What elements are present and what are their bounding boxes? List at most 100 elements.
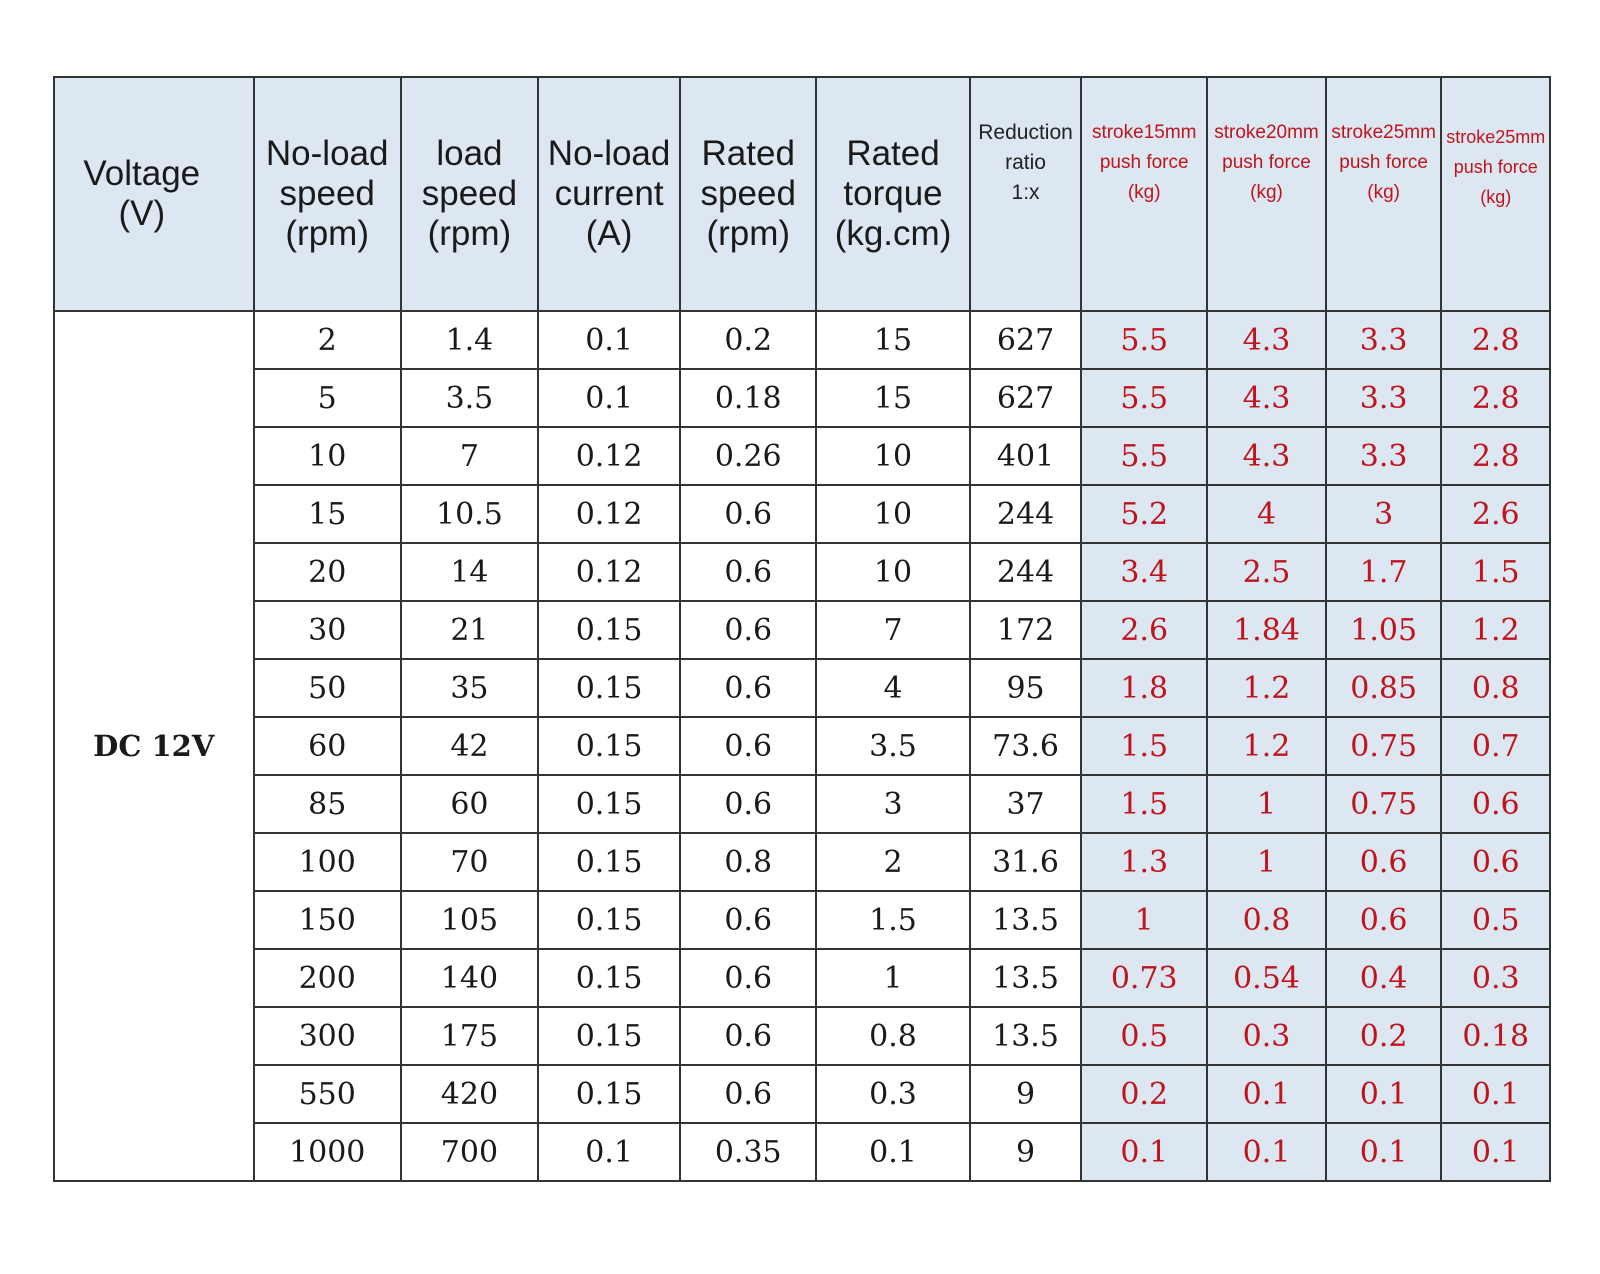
table-cell: 1 — [815, 948, 971, 1008]
push-force-cell: 0.7 — [1440, 716, 1551, 776]
table-cell: 100 — [252, 832, 402, 892]
table-row: 30 21 0.15 0.6 7 172 2.6 1.84 1.05 1.2 — [54, 600, 1551, 660]
push-force-cell: 1.2 — [1440, 600, 1551, 660]
table-cell: 627 — [968, 368, 1083, 428]
push-force-cell: 5.5 — [1080, 368, 1209, 428]
table-cell: 13.5 — [968, 890, 1083, 950]
table-cell: 1.5 — [815, 890, 971, 950]
push-force-cell: 2.5 — [1206, 542, 1327, 602]
table-cell: 20 — [252, 542, 402, 602]
table-cell: 700 — [399, 1122, 539, 1182]
table-row: 20 14 0.12 0.6 10 244 3.4 2.5 1.7 1.5 — [54, 542, 1551, 602]
table-cell: 0.8 — [679, 832, 818, 892]
header-stroke25-force-2: stroke25mm push force (kg) — [1440, 76, 1551, 312]
push-force-cell: 0.6 — [1324, 890, 1443, 950]
table-row: 550 420 0.15 0.6 0.3 9 0.2 0.1 0.1 0.1 — [54, 1064, 1551, 1124]
table-cell: 0.15 — [536, 1006, 682, 1066]
table-cell: 0.12 — [536, 484, 682, 544]
push-force-cell: 0.3 — [1440, 948, 1551, 1008]
push-force-cell: 3.3 — [1324, 368, 1443, 428]
table-body: DC 12V 2 1.4 0.1 0.2 15 627 5.5 4.3 3.3 2.8 5 3.5 0.1… — [53, 310, 1551, 1182]
table-cell: 31.6 — [968, 832, 1083, 892]
table-cell: 0.6 — [679, 1064, 818, 1124]
push-force-cell: 2.6 — [1440, 484, 1551, 544]
table-cell: 2 — [252, 310, 402, 370]
table-cell: 175 — [399, 1006, 539, 1066]
header-stroke25-force: stroke25mm push force (kg) — [1324, 76, 1443, 312]
push-force-cell: 2.8 — [1440, 368, 1551, 428]
push-force-cell: 3.3 — [1324, 426, 1443, 486]
table-cell: 7 — [399, 426, 539, 486]
table-cell: 300 — [252, 1006, 402, 1066]
table-cell: 420 — [399, 1064, 539, 1124]
push-force-cell: 2.8 — [1440, 310, 1551, 370]
table-cell: 0.15 — [536, 600, 682, 660]
header-line: No-load — [547, 134, 671, 173]
header-line: speed — [421, 174, 518, 213]
push-force-cell: 0.4 — [1324, 948, 1443, 1008]
table-cell: 10 — [252, 426, 402, 486]
table-cell: 5 — [252, 368, 402, 428]
table-cell: 21 — [399, 600, 539, 660]
header-voltage: Voltage (V) — [53, 76, 255, 312]
push-force-cell: 3 — [1324, 484, 1443, 544]
table-cell: 200 — [252, 948, 402, 1008]
header-line: Reduction — [978, 121, 1073, 144]
header-line: (kg) — [1367, 182, 1401, 203]
table-cell: 70 — [399, 832, 539, 892]
push-force-cell: 0.1 — [1324, 1122, 1443, 1182]
table-cell: 244 — [968, 542, 1083, 602]
header-reduction-ratio: Reduction ratio 1:x — [968, 76, 1083, 312]
header-line: (kg) — [1127, 182, 1161, 203]
push-force-cell: 0.1 — [1206, 1064, 1327, 1124]
table-cell: 37 — [968, 774, 1083, 834]
push-force-cell: 2.6 — [1080, 600, 1209, 660]
table-cell: 401 — [968, 426, 1083, 486]
table-cell: 13.5 — [968, 948, 1083, 1008]
table-cell: 3.5 — [815, 716, 971, 776]
table-cell: 0.12 — [536, 542, 682, 602]
header-line: (kg.cm) — [834, 214, 952, 253]
push-force-cell: 1.5 — [1080, 716, 1209, 776]
push-force-cell: 0.8 — [1440, 658, 1551, 718]
table-cell: 3 — [815, 774, 971, 834]
push-force-cell: 2.8 — [1440, 426, 1551, 486]
push-force-cell: 0.6 — [1440, 774, 1551, 834]
push-force-cell: 1.2 — [1206, 658, 1327, 718]
push-force-cell: 0.1 — [1324, 1064, 1443, 1124]
header-line: push force — [1099, 152, 1189, 173]
push-force-cell: 5.2 — [1080, 484, 1209, 544]
table-cell: 0.6 — [679, 542, 818, 602]
table-cell: 10.5 — [399, 484, 539, 544]
header-row: Voltage (V) No-load speed (rpm) load spe… — [53, 76, 1551, 312]
header-stroke15-force: stroke15mm push force (kg) — [1080, 76, 1209, 312]
push-force-cell: 0.85 — [1324, 658, 1443, 718]
push-force-cell: 0.18 — [1440, 1006, 1551, 1066]
push-force-cell: 4.3 — [1206, 310, 1327, 370]
push-force-cell: 0.75 — [1324, 774, 1443, 834]
push-force-cell: 1.8 — [1080, 658, 1209, 718]
header-line: Rated — [701, 134, 795, 173]
table-cell: 140 — [399, 948, 539, 1008]
table-cell: 60 — [252, 716, 402, 776]
push-force-cell: 0.5 — [1080, 1006, 1209, 1066]
motor-spec-table: Voltage (V) No-load speed (rpm) load spe… — [53, 76, 1551, 1182]
header-noload-current: No-load current (A) — [536, 76, 682, 312]
push-force-cell: 0.73 — [1080, 948, 1209, 1008]
header-line: (rpm) — [427, 214, 512, 253]
table-cell: 30 — [252, 600, 402, 660]
table-row: 200 140 0.15 0.6 1 13.5 0.73 0.54 0.4 0.3 — [54, 948, 1551, 1008]
push-force-cell: 1 — [1206, 774, 1327, 834]
header-line: Voltage — [83, 154, 201, 193]
table-cell: 10 — [815, 542, 971, 602]
table-cell: 172 — [968, 600, 1083, 660]
table-cell: 9 — [968, 1064, 1083, 1124]
header-line: stroke25mm — [1446, 127, 1546, 147]
table-row: 60 42 0.15 0.6 3.5 73.6 1.5 1.2 0.75 0.7 — [54, 716, 1551, 776]
table-cell: 0.1 — [536, 1122, 682, 1182]
header-rated-torque: Rated torque (kg.cm) — [815, 76, 971, 312]
header-line: (rpm) — [285, 214, 369, 253]
push-force-cell: 5.5 — [1080, 310, 1209, 370]
push-force-cell: 1.05 — [1324, 600, 1443, 660]
push-force-cell: 0.3 — [1206, 1006, 1327, 1066]
